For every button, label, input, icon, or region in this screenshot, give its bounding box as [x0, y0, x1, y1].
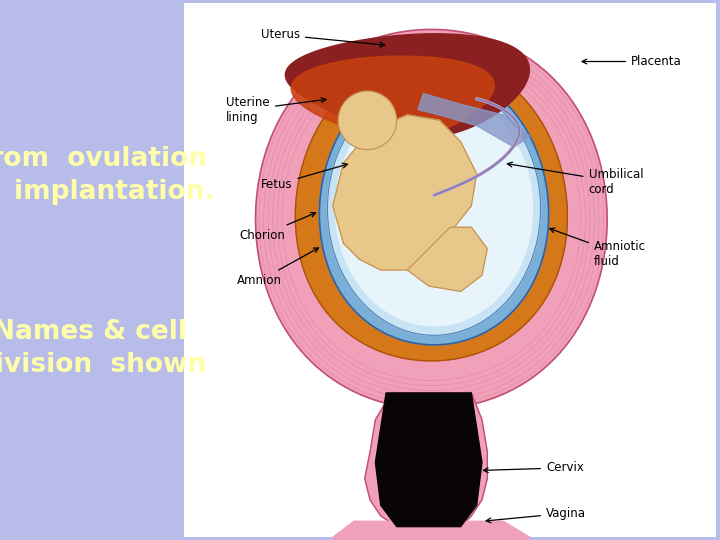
Polygon shape: [256, 30, 607, 409]
Polygon shape: [336, 91, 533, 326]
Polygon shape: [328, 82, 541, 335]
Polygon shape: [285, 34, 529, 137]
Text: Amniotic
fluid: Amniotic fluid: [550, 228, 646, 268]
Polygon shape: [291, 56, 494, 136]
Text: Amnion: Amnion: [237, 248, 318, 287]
Text: Uterine
lining: Uterine lining: [226, 96, 326, 124]
Polygon shape: [408, 227, 487, 292]
Polygon shape: [295, 56, 567, 361]
Text: Fetus: Fetus: [261, 163, 348, 191]
Polygon shape: [418, 93, 530, 147]
Text: Uterus: Uterus: [261, 28, 384, 47]
Polygon shape: [333, 521, 530, 540]
Polygon shape: [375, 393, 482, 526]
Text: Chorion: Chorion: [240, 212, 315, 242]
Text: Placenta: Placenta: [582, 55, 682, 68]
Text: Umbilical
cord: Umbilical cord: [508, 162, 643, 196]
Bar: [184, 3, 716, 537]
Circle shape: [338, 91, 397, 150]
Polygon shape: [365, 393, 487, 526]
Text: Vagina: Vagina: [486, 507, 586, 523]
Polygon shape: [320, 72, 549, 345]
Text: From  ovulation
to  implantation.: From ovulation to implantation.: [0, 146, 215, 205]
Text: Cervix: Cervix: [483, 461, 584, 474]
Text: Names & cell
Division  shown: Names & cell Division shown: [0, 319, 207, 378]
Polygon shape: [333, 115, 477, 270]
